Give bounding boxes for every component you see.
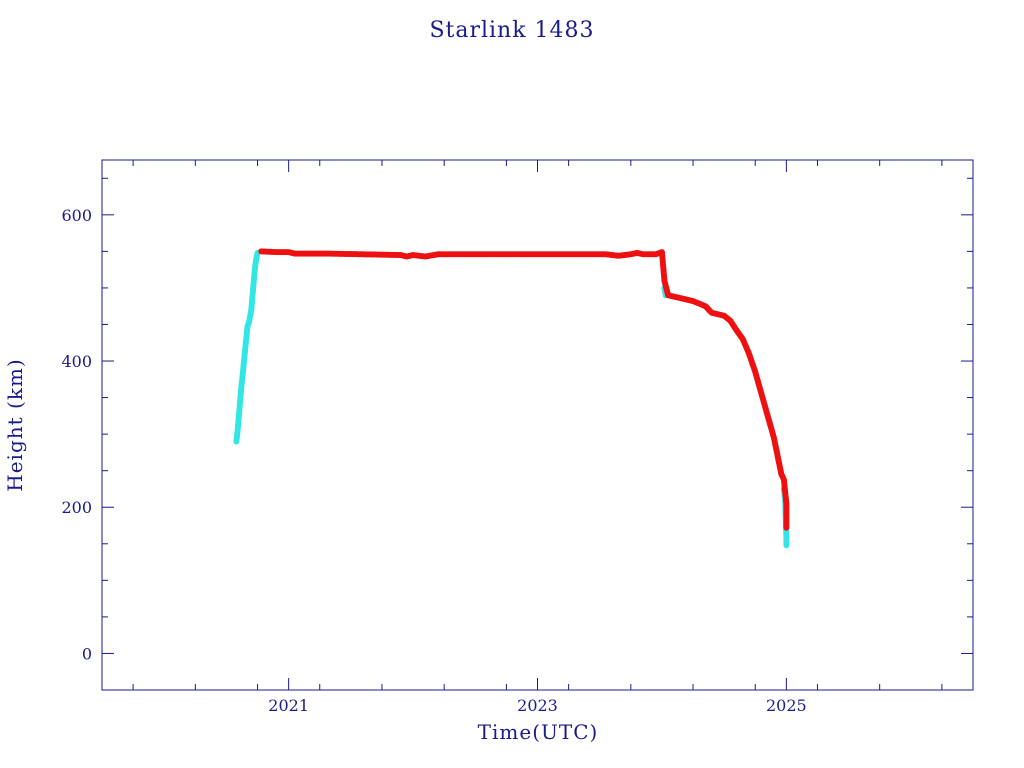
plot-frame — [101, 159, 974, 691]
chart-title: Starlink 1483 — [429, 18, 594, 43]
series-1 — [233, 249, 790, 549]
series-2 — [258, 248, 790, 531]
y-tick-label: 0 — [82, 644, 92, 663]
y-axis-label: Height (km) — [3, 358, 27, 491]
y-tick-label: 200 — [61, 498, 92, 517]
axis-ticks — [102, 160, 973, 691]
data-point — [783, 524, 790, 531]
data-marks — [233, 248, 790, 549]
y-tick-label: 400 — [61, 352, 92, 371]
tick-labels: 2021 2023 2025 0 200 400 600 — [61, 206, 806, 715]
data-point — [783, 542, 790, 549]
x-axis-label: Time(UTC) — [478, 720, 599, 744]
x-tick-label: 2023 — [517, 696, 558, 715]
x-tick-label: 2025 — [766, 696, 807, 715]
y-tick-label: 600 — [61, 206, 92, 225]
x-tick-label: 2021 — [268, 696, 309, 715]
